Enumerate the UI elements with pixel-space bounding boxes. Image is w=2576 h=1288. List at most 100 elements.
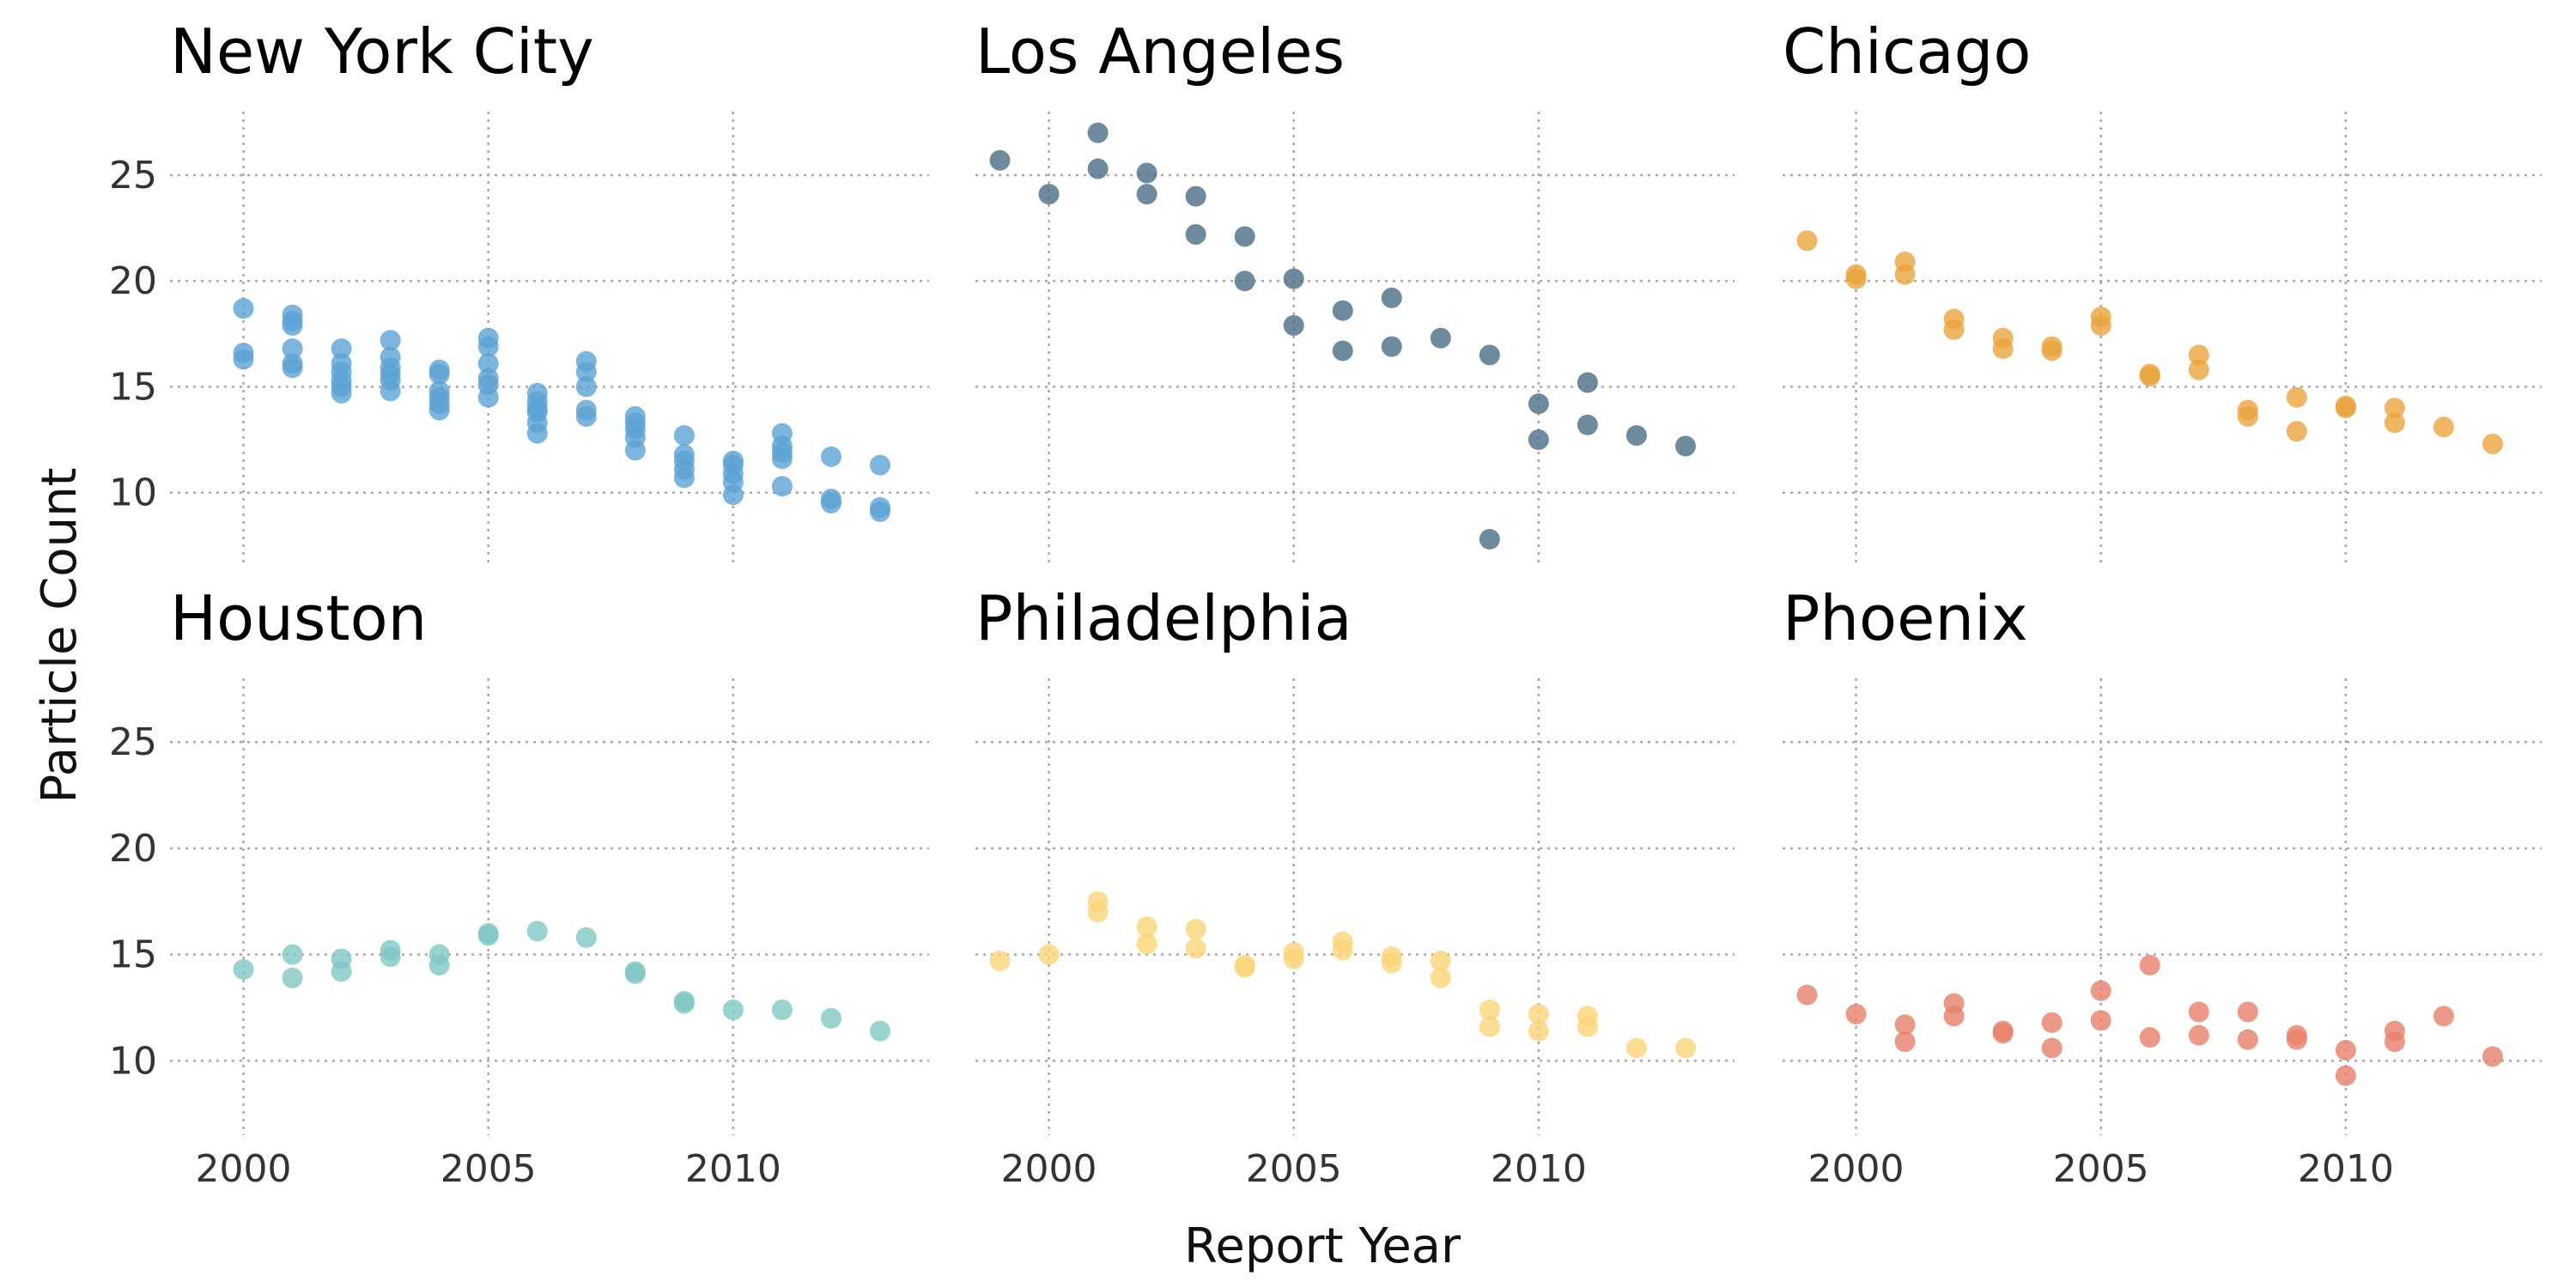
data-point xyxy=(477,386,499,408)
data-point xyxy=(1332,340,1353,361)
data-point xyxy=(722,999,744,1021)
data-point xyxy=(282,357,303,379)
data-point xyxy=(526,920,548,942)
data-point xyxy=(1894,264,1916,285)
data-point xyxy=(1136,916,1157,938)
x-tick-label: 2005 xyxy=(2053,1147,2149,1191)
data-point xyxy=(477,925,499,946)
data-point xyxy=(2237,1029,2258,1050)
data-point xyxy=(1136,162,1157,184)
data-point xyxy=(2286,1029,2307,1050)
data-point xyxy=(1234,270,1255,292)
data-point xyxy=(575,361,597,383)
data-point xyxy=(2041,340,2063,361)
data-point xyxy=(1430,951,1451,972)
y-tick-label: 10 xyxy=(109,1039,157,1083)
y-axis-title: Particle Count xyxy=(32,467,88,803)
data-point xyxy=(1528,1020,1549,1042)
data-point xyxy=(869,454,890,476)
data-point xyxy=(722,484,744,506)
data-point xyxy=(1185,938,1206,959)
panel-philadelphia: Philadelphia xyxy=(975,582,1735,1135)
data-point xyxy=(2041,1037,2063,1059)
data-point xyxy=(1479,528,1500,550)
data-point xyxy=(673,993,695,1014)
panel-title: Houston xyxy=(170,582,427,654)
gridlines xyxy=(1783,112,2542,567)
data-point xyxy=(2482,434,2503,455)
panel-phoenix: Phoenix xyxy=(1783,582,2542,1135)
data-point xyxy=(282,944,303,965)
data-point xyxy=(2041,1012,2063,1033)
data-point xyxy=(1185,185,1206,207)
y-tick-label: 15 xyxy=(109,365,157,409)
data-point xyxy=(2286,386,2307,408)
data-point xyxy=(1283,314,1304,336)
y-tick-label: 10 xyxy=(109,471,157,515)
data-points xyxy=(1796,230,2503,455)
data-point xyxy=(2433,1005,2454,1027)
data-point xyxy=(1992,338,2014,360)
data-point xyxy=(2188,359,2209,380)
data-point xyxy=(2335,398,2356,419)
data-point xyxy=(428,399,450,421)
data-point xyxy=(1528,393,1549,415)
data-point xyxy=(2090,1010,2111,1031)
data-point xyxy=(673,467,695,489)
data-point xyxy=(1577,372,1598,393)
data-point xyxy=(1381,336,1402,357)
data-point xyxy=(1234,226,1255,247)
panel-title: Phoenix xyxy=(1783,582,2028,654)
data-point xyxy=(2237,405,2258,427)
data-point xyxy=(1625,425,1647,447)
data-point xyxy=(380,946,401,968)
data-point xyxy=(989,951,1011,972)
panel-title: Philadelphia xyxy=(975,582,1352,654)
data-point xyxy=(2090,314,2111,336)
data-point xyxy=(282,967,303,988)
data-point xyxy=(1479,344,1500,366)
data-point xyxy=(575,376,597,398)
data-point xyxy=(1577,1016,1598,1037)
data-points xyxy=(233,298,890,522)
data-point xyxy=(1332,300,1353,321)
data-point xyxy=(624,440,646,461)
data-point xyxy=(477,336,499,357)
panel-los-angeles: Los Angeles xyxy=(975,15,1735,567)
data-point xyxy=(989,149,1011,171)
data-point xyxy=(1674,435,1696,457)
data-points xyxy=(989,890,1696,1059)
y-tick-label: 20 xyxy=(109,827,157,871)
data-point xyxy=(1528,1003,1549,1024)
data-point xyxy=(1038,184,1060,205)
data-point xyxy=(2188,1001,2209,1023)
data-point xyxy=(2482,1046,2503,1067)
data-point xyxy=(2139,366,2160,387)
data-point xyxy=(2237,1001,2258,1023)
data-point xyxy=(331,382,352,404)
data-point xyxy=(477,353,499,374)
panel-chicago: Chicago xyxy=(1783,15,2542,567)
data-point xyxy=(1038,944,1060,965)
data-point xyxy=(2139,955,2160,976)
y-tick-label: 25 xyxy=(109,720,157,764)
data-points xyxy=(989,122,1696,550)
data-point xyxy=(1894,1014,1916,1036)
data-point xyxy=(1430,967,1451,988)
data-point xyxy=(1845,268,1867,289)
data-point xyxy=(771,999,793,1021)
data-point xyxy=(1528,429,1549,451)
data-point xyxy=(526,422,548,444)
data-point xyxy=(1381,952,1402,974)
data-point xyxy=(1087,902,1109,923)
data-point xyxy=(2384,398,2405,419)
x-tick-label: 2010 xyxy=(2298,1147,2394,1191)
data-point xyxy=(1796,230,1818,252)
data-point xyxy=(1796,984,1818,1005)
x-tick-label: 2000 xyxy=(196,1147,292,1191)
data-point xyxy=(869,501,890,522)
data-point xyxy=(380,330,401,351)
x-tick-label: 2000 xyxy=(1001,1147,1097,1191)
data-point xyxy=(331,961,352,982)
